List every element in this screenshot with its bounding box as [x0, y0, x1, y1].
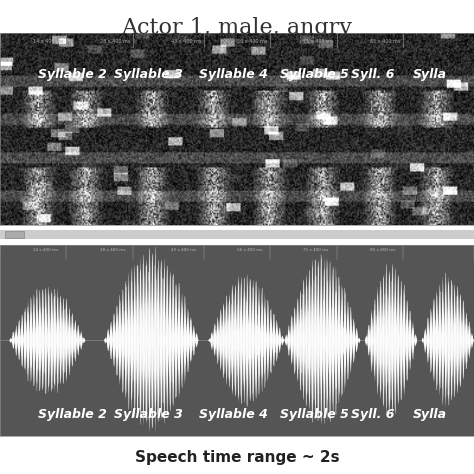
Text: 43 x 400 ms: 43 x 400 ms — [171, 39, 201, 44]
Text: 71 x 400 ms: 71 x 400 ms — [303, 39, 334, 44]
Text: 85 x 400 ms: 85 x 400 ms — [370, 248, 395, 253]
Text: 14 x 400 ms: 14 x 400 ms — [33, 39, 64, 44]
Text: Syllable 2: Syllable 2 — [38, 68, 107, 81]
Text: Syllable 4: Syllable 4 — [199, 408, 268, 421]
Text: Sylla: Sylla — [412, 68, 447, 81]
Text: 14 x 400 ms: 14 x 400 ms — [33, 248, 58, 253]
Text: Speech time range ~ 2s: Speech time range ~ 2s — [135, 449, 339, 465]
Text: Actor 1, male, angry: Actor 1, male, angry — [121, 17, 353, 38]
Text: 85 x 400 ms: 85 x 400 ms — [370, 39, 400, 44]
Text: Syll. 6: Syll. 6 — [351, 408, 394, 421]
Text: Sylla: Sylla — [412, 408, 447, 421]
Text: 71 x 400 ms: 71 x 400 ms — [303, 248, 329, 253]
Text: Syllable 3: Syllable 3 — [114, 68, 182, 81]
Text: Syll. 6: Syll. 6 — [351, 68, 394, 81]
Bar — [5, 231, 24, 238]
Text: 28 x 400 ms: 28 x 400 ms — [100, 39, 130, 44]
Text: Syllable 3: Syllable 3 — [114, 408, 182, 421]
Text: Syllable 4: Syllable 4 — [199, 68, 268, 81]
Text: Syllable 2: Syllable 2 — [38, 408, 107, 421]
Text: 43 x 400 ms: 43 x 400 ms — [171, 248, 196, 253]
Text: 28 x 400 ms: 28 x 400 ms — [100, 248, 125, 253]
Text: Syllable 5: Syllable 5 — [280, 408, 348, 421]
Text: 56 x 400 ms: 56 x 400 ms — [237, 39, 267, 44]
Text: Syllable 5: Syllable 5 — [280, 68, 348, 81]
Text: 56 x 400 ms: 56 x 400 ms — [237, 248, 263, 253]
